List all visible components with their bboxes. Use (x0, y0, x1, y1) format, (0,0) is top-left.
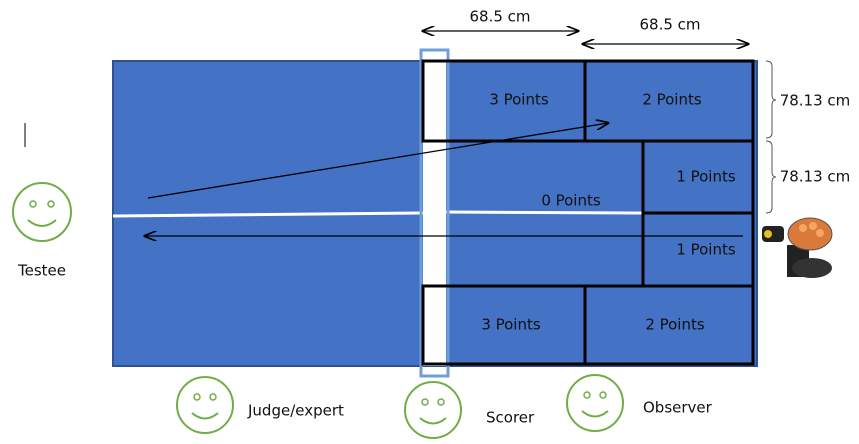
brace (766, 61, 776, 138)
dimension-label: 68.5 cm (469, 8, 530, 26)
robot (762, 218, 832, 278)
center-line (446, 212, 643, 213)
net (423, 61, 446, 366)
zone-label: 3 Points (481, 316, 541, 334)
zone-label: 1 Points (676, 241, 736, 259)
zone-label: 2 Points (645, 316, 705, 334)
diagram: 3 Points 2 Points 0 Points 1 Points 1 Po… (0, 0, 859, 444)
zone-label: 2 Points (642, 91, 702, 109)
smiley (567, 375, 623, 431)
smiley (405, 382, 461, 438)
dimension-label: 78.13 cm (780, 168, 851, 186)
smiley (177, 377, 233, 433)
dimension-label: 68.5 cm (639, 16, 700, 34)
person-label: Testee (17, 262, 66, 280)
brace (766, 141, 776, 213)
person-label: Observer (643, 399, 713, 417)
zone-label: 0 Points (541, 192, 601, 210)
smiley (13, 183, 71, 241)
zone-label: 1 Points (676, 168, 736, 186)
person-label: Judge/expert (247, 402, 344, 420)
zone-label: 3 Points (489, 91, 549, 109)
person-label: Scorer (486, 409, 535, 427)
dimension-label: 78.13 cm (780, 92, 851, 110)
